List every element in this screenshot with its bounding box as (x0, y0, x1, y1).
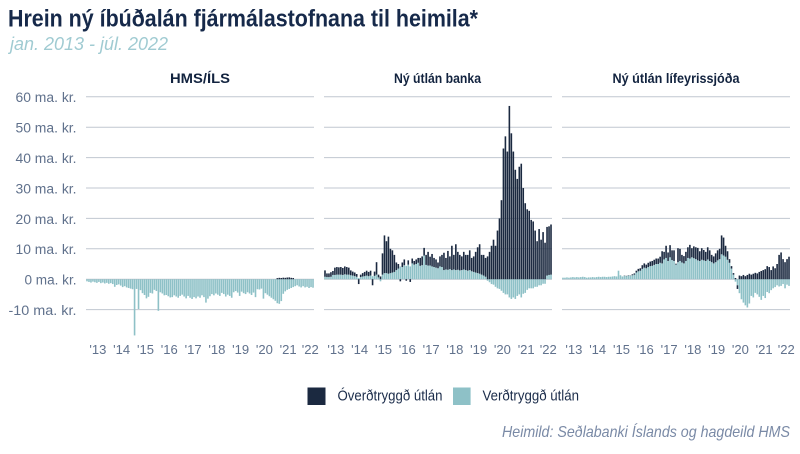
svg-text:-10 ma. kr.: -10 ma. kr. (9, 303, 77, 318)
svg-text:'21: '21 (518, 342, 535, 357)
svg-text:60 ma. kr.: 60 ma. kr. (16, 90, 77, 105)
svg-text:'17: '17 (185, 342, 202, 357)
svg-text:'18: '18 (208, 342, 225, 357)
svg-text:Hrein ný íbúðalán fjármálastof: Hrein ný íbúðalán fjármálastofnana til h… (8, 6, 479, 33)
svg-text:'22: '22 (778, 342, 795, 357)
svg-text:30 ma. kr.: 30 ma. kr. (16, 181, 77, 196)
svg-text:'19: '19 (708, 342, 725, 357)
svg-text:'15: '15 (137, 342, 154, 357)
svg-text:'14: '14 (351, 342, 368, 357)
svg-text:'20: '20 (732, 342, 749, 357)
svg-text:Ný útlán lífeyrissjóða: Ný útlán lífeyrissjóða (613, 71, 740, 86)
svg-text:'16: '16 (637, 342, 654, 357)
svg-text:'19: '19 (470, 342, 487, 357)
svg-text:HMS/ÍLS: HMS/ÍLS (170, 71, 230, 86)
svg-text:40 ma. kr.: 40 ma. kr. (16, 151, 77, 166)
svg-text:jan. 2013 - júl. 2022: jan. 2013 - júl. 2022 (7, 34, 168, 54)
svg-text:'13: '13 (89, 342, 106, 357)
svg-text:'17: '17 (661, 342, 678, 357)
svg-text:'20: '20 (494, 342, 511, 357)
svg-text:'15: '15 (613, 342, 630, 357)
svg-text:'18: '18 (446, 342, 463, 357)
svg-text:'21: '21 (756, 342, 773, 357)
svg-text:'16: '16 (161, 342, 178, 357)
svg-text:Ný útlán banka: Ný útlán banka (394, 71, 481, 86)
svg-text:'16: '16 (399, 342, 416, 357)
svg-text:Heimild: Seðlabanki Íslands og: Heimild: Seðlabanki Íslands og hagdeild … (502, 422, 790, 441)
svg-text:'15: '15 (375, 342, 392, 357)
svg-text:'22: '22 (302, 342, 319, 357)
svg-text:10 ma. kr.: 10 ma. kr. (16, 242, 77, 257)
svg-text:'14: '14 (589, 342, 606, 357)
svg-text:50 ma. kr.: 50 ma. kr. (16, 121, 77, 136)
svg-text:'17: '17 (423, 342, 440, 357)
svg-text:'20: '20 (256, 342, 273, 357)
svg-text:20 ma. kr.: 20 ma. kr. (16, 212, 77, 227)
svg-text:'19: '19 (232, 342, 249, 357)
svg-text:Óverðtryggð útlán: Óverðtryggð útlán (338, 388, 443, 405)
svg-text:'13: '13 (565, 342, 582, 357)
svg-text:'18: '18 (684, 342, 701, 357)
svg-text:0 ma. kr.: 0 ma. kr. (25, 273, 77, 288)
svg-text:'21: '21 (280, 342, 297, 357)
svg-text:'14: '14 (113, 342, 130, 357)
svg-text:'13: '13 (327, 342, 344, 357)
svg-text:Verðtryggð útlán: Verðtryggð útlán (483, 389, 580, 405)
svg-text:'22: '22 (540, 342, 557, 357)
